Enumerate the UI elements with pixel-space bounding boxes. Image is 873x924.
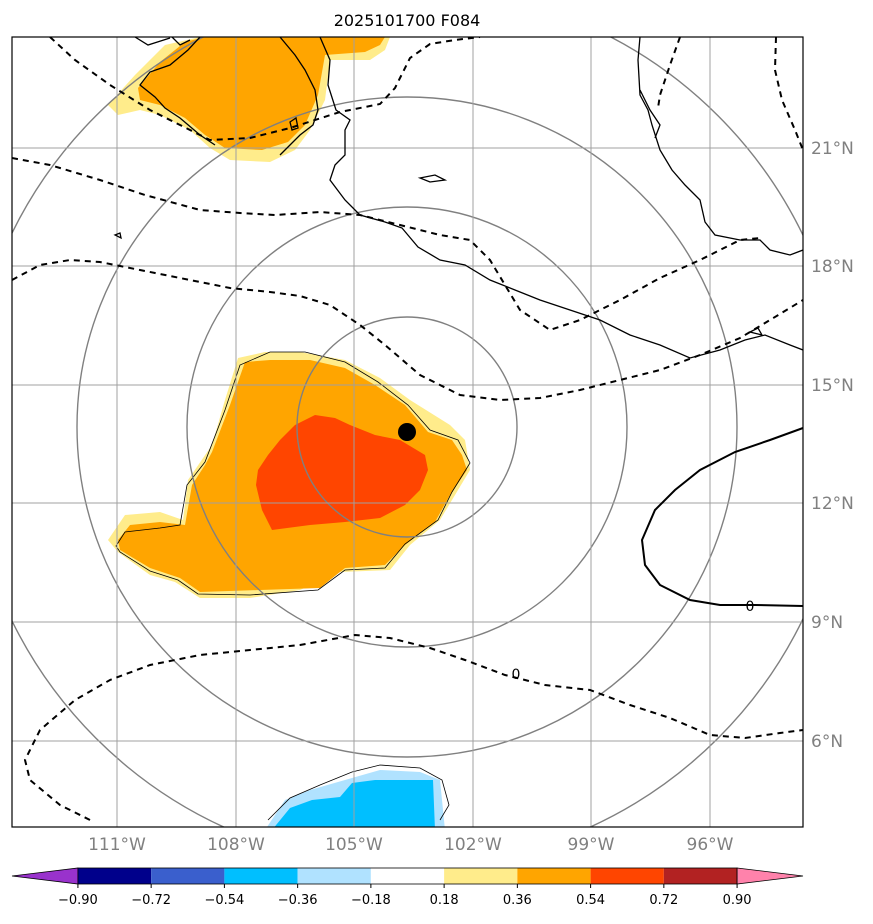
- longitude-labels: 111°W 108°W 105°W 102°W 99°W 96°W: [88, 835, 734, 855]
- lat-label-12: 12°N: [811, 494, 854, 514]
- storm-center-marker: [398, 423, 416, 441]
- lon-label-102: 102°W: [444, 835, 502, 855]
- lat-label-15: 15°N: [811, 376, 854, 396]
- range-rings: [12, 37, 803, 827]
- colorbar-tick-label: 0.72: [649, 893, 678, 908]
- colorbar-box: [224, 868, 298, 884]
- colorbar-tick-label: −0.54: [204, 893, 244, 908]
- lon-label-96: 96°W: [687, 835, 734, 855]
- anomaly-outline-south: [267, 764, 450, 821]
- contour-label-dashed: 0: [512, 667, 521, 683]
- solid-contour: [640, 427, 803, 607]
- colorbar-outline: [77, 867, 738, 885]
- lon-label-111: 111°W: [88, 835, 146, 855]
- lat-label-21: 21°N: [811, 139, 854, 159]
- range-ring-2: [186, 206, 628, 648]
- colorbar-box: [517, 868, 591, 884]
- colorbar-ticks: −0.90 −0.72 −0.54 −0.36 −0.18 0.18 0.36 0.54 0.7…: [58, 884, 752, 908]
- colorbar-box: [663, 868, 738, 884]
- figure-title: 2025101700 F084: [334, 11, 481, 30]
- graticule: [12, 37, 803, 827]
- colorbar-box: [77, 868, 152, 884]
- colorbar-arrow-left: [11, 867, 79, 885]
- lat-label-6: 6°N: [811, 732, 843, 752]
- map-frame: [11, 36, 804, 828]
- map-area: 0 0: [12, 37, 803, 827]
- colorbar-tick-label: −0.36: [278, 893, 318, 908]
- anomaly-fill-storm-core: [256, 415, 428, 530]
- colorbar-box: [297, 868, 371, 884]
- colorbar-box: [444, 868, 518, 884]
- colorbar-box: [590, 868, 664, 884]
- colorbar-tick-label: 0.36: [503, 893, 532, 908]
- lon-label-105: 105°W: [325, 835, 383, 855]
- contour-label-solid: 0: [746, 599, 755, 615]
- anomaly-outline-storm: [115, 351, 471, 596]
- lat-label-9: 9°N: [811, 613, 843, 633]
- colorbar: −0.90 −0.72 −0.54 −0.36 −0.18 0.18 0.36 0.54 0.7…: [11, 867, 804, 908]
- colorbar-tick-label: 0.18: [430, 893, 459, 908]
- colorbar-boxes: [11, 867, 804, 885]
- lat-label-18: 18°N: [811, 257, 854, 277]
- anomaly-fill-north-orange: [138, 37, 385, 150]
- colorbar-arrow-right: [736, 867, 804, 885]
- colorbar-tick-label: 0.54: [576, 893, 605, 908]
- anomaly-fill-south-cyan: [274, 780, 435, 827]
- dashed-contours: [12, 37, 803, 821]
- colorbar-tick-label: −0.72: [131, 893, 171, 908]
- colorbar-box: [151, 868, 225, 884]
- colorbar-tick-label: −0.90: [58, 893, 98, 908]
- range-ring-3: [76, 96, 738, 758]
- colorbar-tick-label: 0.90: [723, 893, 752, 908]
- range-ring-1: [296, 316, 518, 538]
- colorbar-tick-label: −0.18: [351, 893, 391, 908]
- lon-label-99: 99°W: [568, 835, 615, 855]
- colorbar-box: [370, 868, 445, 884]
- latitude-labels: 21°N 18°N 15°N 12°N 9°N 6°N: [811, 139, 854, 752]
- lon-label-108: 108°W: [207, 835, 265, 855]
